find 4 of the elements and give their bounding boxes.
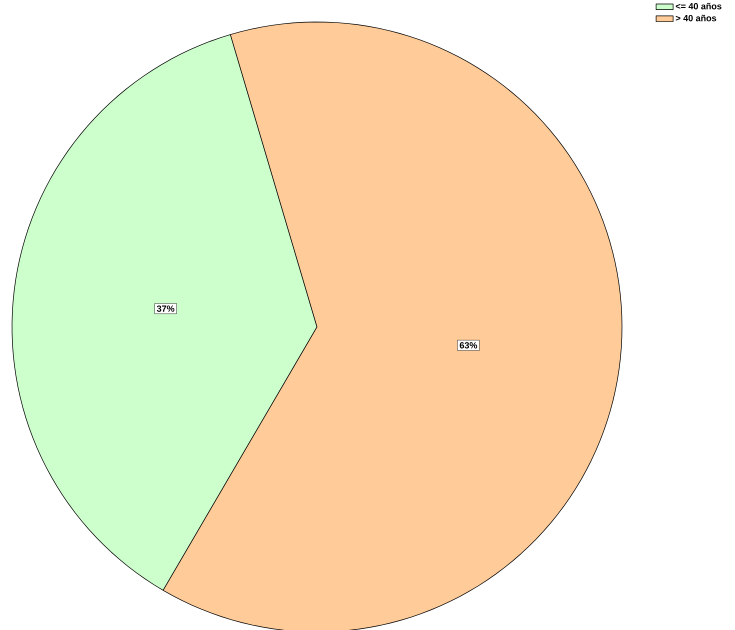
data-label: 63% [460,342,478,348]
legend-label: <= 40 años [676,2,722,10]
slice-label: > 40 años [676,14,716,22]
data-label: 37% [156,305,174,312]
